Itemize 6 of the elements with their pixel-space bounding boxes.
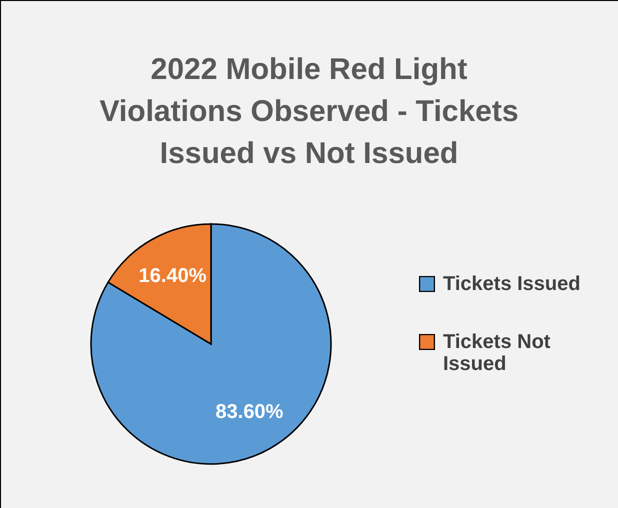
chart-title: 2022 Mobile Red Light Violations Observed - Tickets Issued vs Not Issued xyxy=(99,53,519,170)
data-label: 83.60% xyxy=(216,400,284,423)
legend-label: Tickets Not Issued xyxy=(443,331,551,375)
pie-slice xyxy=(90,223,332,465)
data-label: 16.40% xyxy=(138,265,207,288)
legend-label: Tickets Issued xyxy=(443,273,580,295)
